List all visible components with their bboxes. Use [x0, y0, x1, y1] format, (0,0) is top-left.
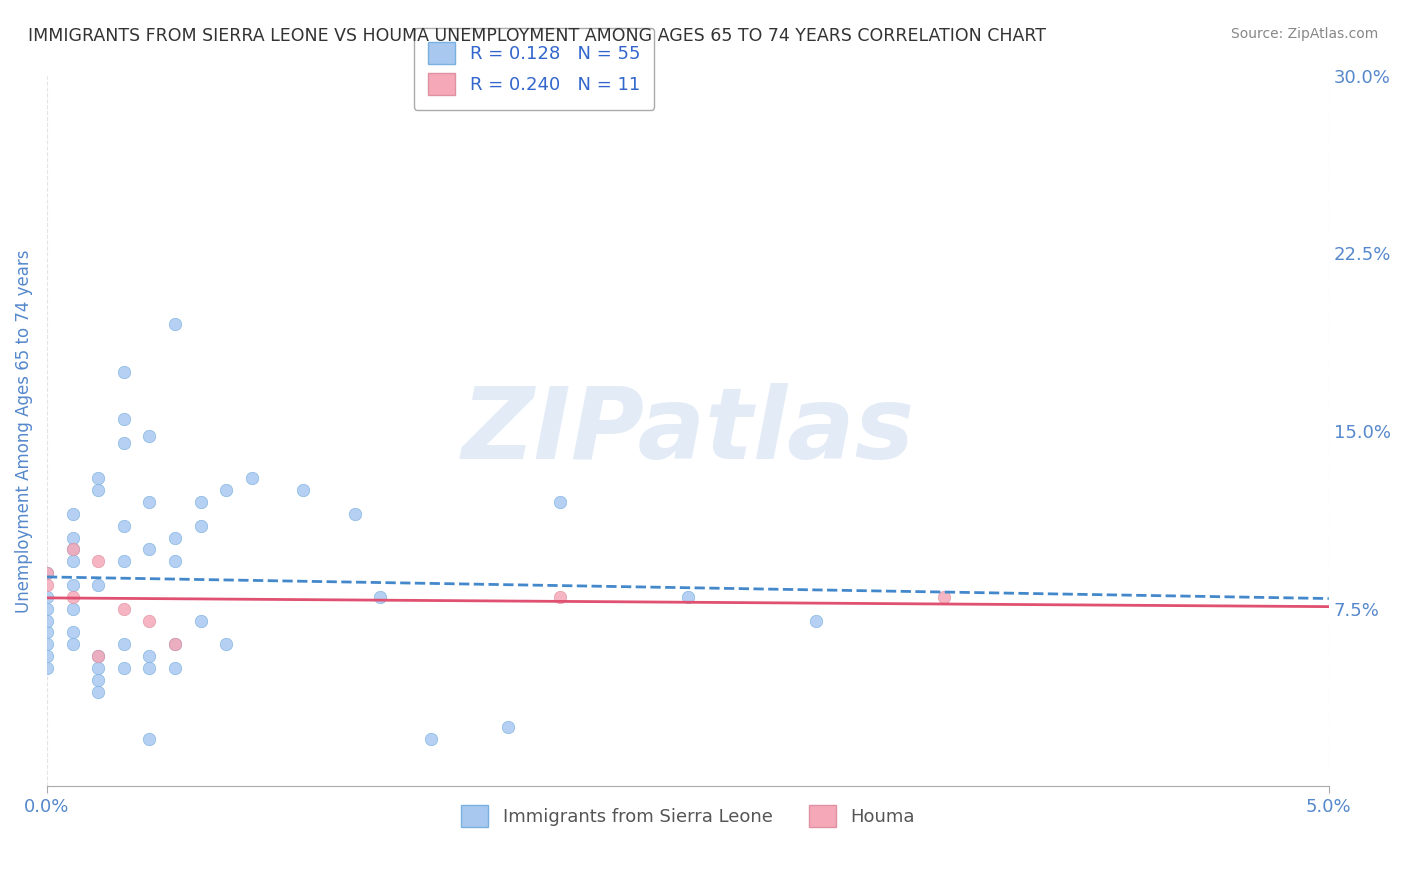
Point [240, 471, 263, 485]
Point [62, 542, 84, 557]
Point [112, 637, 135, 651]
Point [138, 649, 160, 664]
Point [138, 661, 160, 675]
Point [548, 590, 571, 604]
Point [87, 649, 110, 664]
Point [35, 566, 58, 581]
Point [62, 507, 84, 521]
Point [112, 435, 135, 450]
Point [804, 614, 827, 628]
Point [35, 590, 58, 604]
Point [165, 637, 187, 651]
Point [165, 531, 187, 545]
Point [138, 495, 160, 509]
Point [934, 590, 956, 604]
Point [215, 637, 238, 651]
Point [498, 720, 520, 734]
Point [292, 483, 315, 498]
Point [165, 318, 187, 332]
Point [87, 673, 110, 687]
Point [62, 578, 84, 592]
Point [35, 661, 58, 675]
Point [87, 483, 110, 498]
Text: ZIPatlas: ZIPatlas [461, 383, 914, 480]
Point [62, 590, 84, 604]
Point [112, 518, 135, 533]
Point [62, 625, 84, 640]
Point [87, 554, 110, 568]
Point [138, 542, 160, 557]
Point [165, 661, 187, 675]
Point [343, 507, 366, 521]
Point [62, 554, 84, 568]
Point [87, 649, 110, 664]
Point [138, 614, 160, 628]
Point [35, 637, 58, 651]
Point [190, 495, 212, 509]
Point [62, 601, 84, 615]
Point [62, 542, 84, 557]
Point [420, 732, 443, 747]
Point [190, 518, 212, 533]
Point [35, 614, 58, 628]
Point [112, 554, 135, 568]
Point [548, 495, 571, 509]
Point [165, 554, 187, 568]
Point [112, 661, 135, 675]
Point [87, 578, 110, 592]
Y-axis label: Unemployment Among Ages 65 to 74 years: Unemployment Among Ages 65 to 74 years [15, 249, 32, 613]
Point [35, 625, 58, 640]
Point [112, 365, 135, 379]
Point [35, 566, 58, 581]
Point [62, 637, 84, 651]
Point [62, 531, 84, 545]
Point [138, 428, 160, 442]
Point [112, 601, 135, 615]
Text: Source: ZipAtlas.com: Source: ZipAtlas.com [1230, 27, 1378, 41]
Point [87, 684, 110, 698]
Point [112, 412, 135, 426]
Point [190, 614, 212, 628]
Point [368, 590, 391, 604]
Point [165, 637, 187, 651]
Point [138, 732, 160, 747]
Point [35, 578, 58, 592]
Text: IMMIGRANTS FROM SIERRA LEONE VS HOUMA UNEMPLOYMENT AMONG AGES 65 TO 74 YEARS COR: IMMIGRANTS FROM SIERRA LEONE VS HOUMA UN… [28, 27, 1046, 45]
Point [87, 471, 110, 485]
Point [35, 649, 58, 664]
Point [215, 483, 238, 498]
Point [87, 661, 110, 675]
Legend: Immigrants from Sierra Leone, Houma: Immigrants from Sierra Leone, Houma [454, 797, 922, 834]
Point [35, 601, 58, 615]
Point [676, 590, 699, 604]
